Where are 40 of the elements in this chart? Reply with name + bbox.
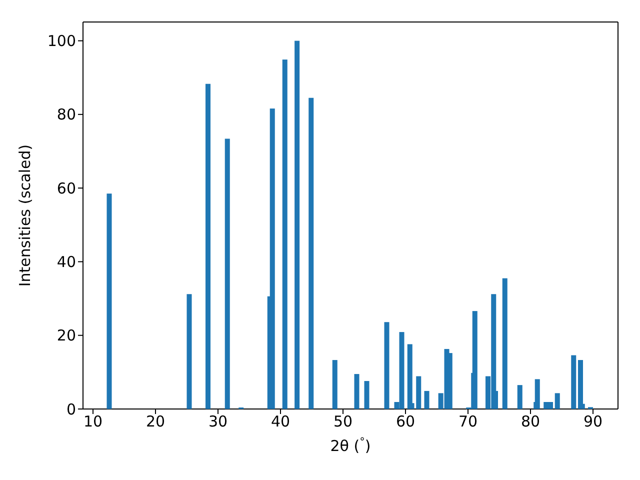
bar [294, 40, 300, 409]
bar [544, 402, 549, 409]
y-tick-label: 20 [56, 326, 76, 345]
bar [205, 84, 211, 409]
x-tick-label: 40 [270, 412, 290, 431]
y-tick-label: 40 [56, 253, 76, 272]
x-tick-label: 80 [520, 412, 540, 431]
x-tick-label: 90 [583, 412, 603, 431]
x-tick-label: 30 [208, 412, 228, 431]
bar [106, 194, 112, 409]
bar [332, 360, 338, 409]
bar [571, 355, 576, 409]
y-tick-label: 60 [56, 179, 76, 198]
y-axis-title: Intensities (scaled) [16, 144, 34, 287]
y-tick-label: 100 [47, 32, 76, 50]
x-axis-title: 2θ ($^{°}$) [330, 436, 371, 455]
bar [554, 393, 560, 409]
x-tick-label: 70 [458, 412, 478, 431]
y-tick-label: 80 [56, 106, 76, 124]
bar [578, 360, 584, 409]
x-tick-label: 10 [83, 412, 103, 431]
x-tick-label: 20 [146, 412, 166, 431]
bar [224, 138, 230, 409]
x-tick-label: 60 [396, 412, 416, 431]
bar [270, 108, 275, 409]
bar [282, 60, 288, 409]
bar [517, 385, 522, 409]
bar [502, 278, 508, 409]
bar [534, 379, 540, 409]
bar [186, 294, 192, 409]
bar [308, 98, 314, 409]
bar [424, 390, 430, 409]
bar [447, 353, 452, 409]
bar [354, 374, 360, 409]
bar [548, 402, 554, 409]
bar [407, 344, 412, 409]
bar [384, 322, 390, 409]
x-tick-label: 50 [333, 412, 353, 431]
bar [364, 381, 370, 409]
y-tick-label: 0 [66, 400, 76, 418]
